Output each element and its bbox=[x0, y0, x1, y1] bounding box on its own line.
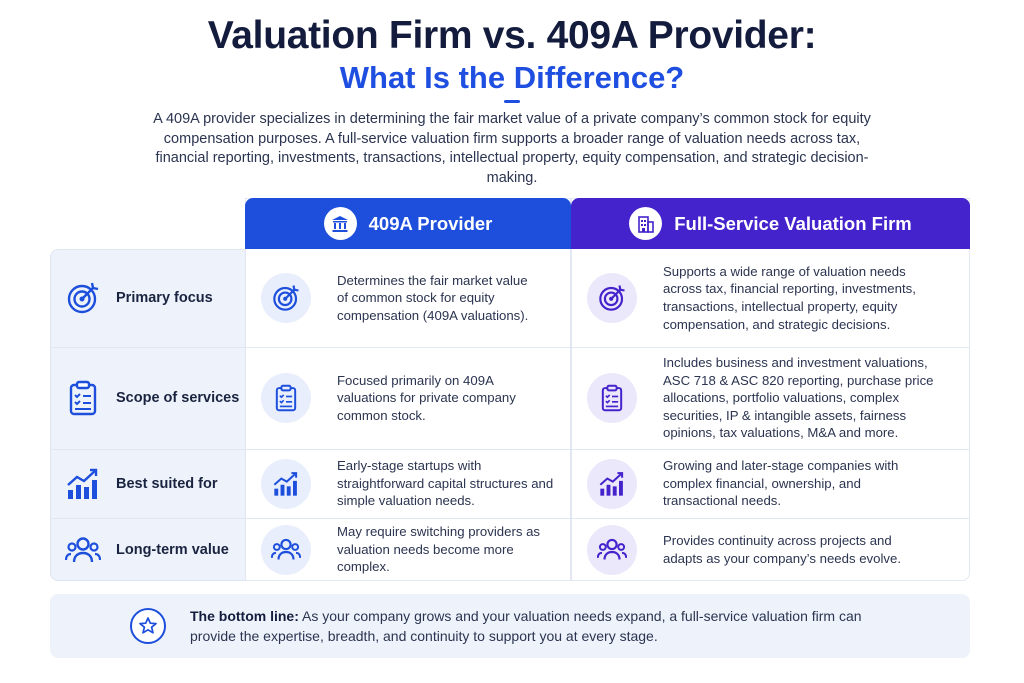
firm-column-label: Full-Service Valuation Firm bbox=[674, 212, 912, 234]
bottom-line-body: As your company grows and your valuation… bbox=[190, 608, 862, 644]
row-label-scope-of-services: Scope of services bbox=[50, 347, 246, 449]
growth-chart-icon bbox=[587, 458, 637, 509]
clipboard-icon bbox=[587, 373, 637, 423]
row-label-text: Best suited for bbox=[116, 475, 218, 492]
provider-cell-text: May require switching providers as valua… bbox=[337, 524, 541, 575]
clipboard-icon bbox=[261, 373, 311, 423]
provider-cell-best-suited-for: Early-stage startups with straightforwar… bbox=[245, 449, 571, 518]
growth-chart-icon bbox=[64, 465, 102, 503]
provider-cell-text: Early-stage startups with straightforwar… bbox=[337, 458, 554, 509]
firm-cell-text: Provides continuity across projects and … bbox=[663, 532, 902, 566]
bottom-line-callout: The bottom line: As your company grows a… bbox=[50, 594, 970, 658]
row-divider bbox=[50, 347, 970, 348]
clipboard-icon bbox=[64, 379, 102, 417]
provider-column-header: 409A Provider bbox=[245, 198, 571, 249]
provider-column-label: 409A Provider bbox=[368, 212, 493, 234]
row-divider bbox=[50, 518, 970, 519]
bottom-line-label: The bottom line: bbox=[190, 608, 299, 624]
firm-cell-text: Supports a wide range of valuation needs… bbox=[663, 263, 916, 332]
provider-cell-primary-focus: Determines the fair market value of comm… bbox=[245, 249, 571, 347]
row-label-long-term-value: Long-term value bbox=[50, 518, 246, 581]
firm-cell-text: Includes business and investment valuati… bbox=[663, 355, 934, 441]
firm-cell-scope-of-services: Includes business and investment valuati… bbox=[571, 347, 970, 449]
title-accent bbox=[504, 100, 520, 103]
users-icon bbox=[261, 524, 311, 575]
page-subtitle: What Is the Difference? bbox=[339, 60, 685, 95]
row-label-best-suited-for: Best suited for bbox=[50, 449, 246, 518]
building-icon bbox=[629, 207, 663, 240]
provider-cell-scope-of-services: Focused primarily on 409A valuations for… bbox=[245, 347, 571, 449]
provider-cell-long-term-value: May require switching providers as valua… bbox=[245, 518, 571, 581]
firm-column bbox=[571, 198, 970, 581]
row-label-text: Primary focus bbox=[116, 290, 213, 306]
row-label-primary-focus: Primary focus bbox=[50, 249, 246, 347]
bank-icon bbox=[323, 207, 357, 240]
row-label-text: Long-term value bbox=[116, 541, 229, 558]
row-label-text: Scope of services bbox=[116, 390, 240, 406]
intro-paragraph: A 409A provider specializes in determini… bbox=[153, 111, 871, 186]
users-icon bbox=[64, 531, 102, 569]
target-icon bbox=[261, 273, 311, 323]
star-icon bbox=[130, 608, 166, 644]
firm-cell-text: Growing and later-stage companies with c… bbox=[663, 458, 899, 509]
firm-cell-best-suited-for: Growing and later-stage companies with c… bbox=[571, 449, 970, 518]
provider-cell-text: Determines the fair market value of comm… bbox=[337, 272, 529, 323]
row-divider bbox=[50, 449, 970, 450]
firm-cell-long-term-value: Provides continuity across projects and … bbox=[571, 518, 970, 581]
firm-cell-primary-focus: Supports a wide range of valuation needs… bbox=[571, 249, 970, 347]
page-title: Valuation Firm vs. 409A Provider: bbox=[207, 14, 817, 57]
users-icon bbox=[587, 524, 637, 575]
firm-column-header: Full-Service Valuation Firm bbox=[571, 198, 970, 249]
growth-chart-icon bbox=[261, 458, 311, 509]
target-icon bbox=[587, 273, 637, 323]
bottom-line-text: The bottom line: As your company grows a… bbox=[190, 606, 870, 646]
provider-cell-text: Focused primarily on 409A valuations for… bbox=[337, 372, 516, 423]
target-icon bbox=[64, 279, 102, 317]
